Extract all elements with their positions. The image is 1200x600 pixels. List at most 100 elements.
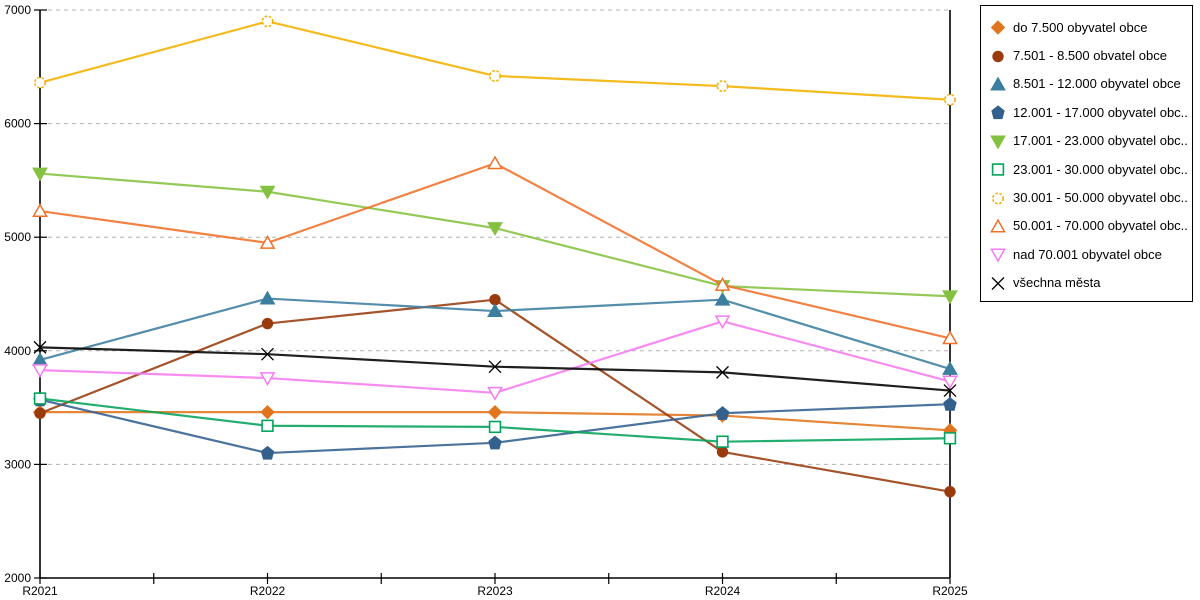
series-marker-triangle-up [942, 330, 958, 345]
series-marker-triangle-up [487, 155, 503, 170]
series-marker-triangle-down [32, 167, 48, 182]
series-marker-diamond [260, 404, 275, 420]
series-marker-pentagon [715, 406, 730, 420]
legend-item: 17.001 - 23.000 obyvatel obc... [990, 127, 1188, 155]
series-line-8 [39, 320, 951, 394]
series-marker-triangle-up [990, 218, 1006, 233]
series-marker-circle [261, 15, 274, 28]
series-marker-triangle-down [487, 222, 503, 237]
series-markers-5 [33, 392, 957, 448]
legend-item: 30.001 - 50.000 obyvatel obc... [990, 183, 1188, 211]
legend-item-label: 8.501 - 12.000 obyvatel obce [1013, 76, 1181, 92]
series-marker-diamond [990, 20, 1006, 35]
legend-item-label: 50.001 - 70.000 obyvatel obc... [1013, 218, 1188, 234]
legend-item: 7.501 - 8.500 obvatel obce [990, 41, 1188, 69]
legend-item: všechna města [990, 269, 1188, 297]
series-marker-triangle-down [487, 386, 503, 401]
legend-marker-square-icon [991, 163, 1005, 176]
series-marker-triangle-down [714, 315, 731, 330]
series-line-6 [39, 20, 951, 101]
series-markers-7 [32, 155, 958, 345]
series-marker-x [716, 365, 729, 379]
series-line-9 [39, 346, 951, 392]
legend-marker-circle-icon [992, 192, 1004, 205]
x-axis-tick-label: R2025 [932, 584, 968, 598]
series-marker-pentagon [943, 397, 957, 411]
series-marker-triangle-up [714, 276, 731, 291]
legend-marker-x-icon [991, 276, 1005, 290]
series-markers-9 [33, 340, 957, 398]
y-axis-tick-label: 6000 [4, 117, 31, 131]
legend-item-label: 30.001 - 50.000 obyvatel obc... [1013, 190, 1188, 206]
legend-item-label: 23.001 - 30.000 obyvatel obc... [1013, 161, 1188, 177]
x-axis-tick-label: R2021 [22, 584, 58, 598]
y-axis-tick-label: 5000 [4, 230, 31, 244]
series-marker-circle [943, 93, 956, 106]
y-axis-tick-label: 2000 [4, 571, 31, 585]
series-marker-circle [992, 50, 1004, 62]
series-markers-4 [32, 167, 958, 305]
legend-item-label: nad 70.001 obyvatel obce [1013, 246, 1162, 262]
series-marker-circle [716, 446, 729, 458]
x-axis-tick-label: R2022 [250, 584, 286, 598]
series-marker-triangle-down [259, 185, 276, 200]
series-marker-pentagon [991, 105, 1005, 120]
series-marker-square [33, 392, 47, 405]
series-marker-square [488, 420, 502, 434]
y-axis-tick-label: 4000 [4, 344, 31, 358]
legend-item: 23.001 - 30.000 obyvatel obc... [990, 155, 1188, 183]
legend-item-label: 7.501 - 8.500 obvatel obce [1013, 48, 1167, 64]
series-marker-circle [34, 407, 46, 419]
legend-marker-pentagon-icon [991, 105, 1005, 120]
x-axis-tick-label: R2023 [477, 584, 513, 598]
series-marker-x [943, 384, 957, 398]
series-marker-x [488, 360, 502, 374]
series-markers-2 [32, 290, 958, 375]
series-marker-diamond [487, 404, 503, 420]
series-marker-circle [716, 80, 729, 93]
series-marker-triangle-up [942, 361, 958, 375]
series-marker-square [991, 163, 1005, 176]
series-marker-x [261, 347, 274, 361]
series-marker-triangle-down [990, 248, 1006, 263]
series-markers-6 [33, 15, 956, 106]
series-marker-triangle-down [942, 375, 958, 390]
series-marker-triangle-down [990, 135, 1006, 149]
series-marker-triangle-up [714, 291, 731, 306]
series-markers-8 [32, 315, 958, 401]
series-marker-triangle-up [487, 303, 503, 317]
legend-item-label: do 7.500 obyvatel obce [1013, 19, 1148, 35]
legend-item-label: všechna města [1013, 275, 1101, 291]
series-marker-triangle-up [259, 234, 276, 249]
x-axis-tick-label: R2024 [705, 584, 741, 598]
legend-item: 12.001 - 17.000 obyvatel obc... [990, 98, 1188, 126]
series-marker-x [991, 276, 1005, 290]
series-marker-triangle-down [259, 372, 276, 386]
series-markers-1 [34, 293, 956, 498]
y-axis-tick-label: 7000 [4, 3, 31, 17]
legend-item-label: 17.001 - 23.000 obyvatel obc... [1013, 133, 1188, 149]
series-marker-square [261, 419, 274, 432]
legend-marker-diamond-icon [990, 20, 1006, 35]
series-marker-x [33, 340, 47, 354]
y-axis-tick-label: 3000 [4, 457, 31, 471]
series-marker-circle [992, 192, 1004, 205]
legend-item: 8.501 - 12.000 obyvatel obce [990, 70, 1188, 98]
series-marker-triangle-up [990, 76, 1006, 91]
legend-item: 50.001 - 70.000 obyvatel obc... [990, 212, 1188, 240]
series-marker-square [943, 432, 957, 445]
series-marker-triangle-down [32, 364, 48, 379]
series-marker-pentagon [260, 445, 275, 460]
series-marker-triangle-down [942, 290, 958, 305]
legend: do 7.500 obyvatel obce 7.501 - 8.500 obva… [980, 5, 1193, 302]
legend-marker-triangle-up-icon [990, 76, 1006, 91]
legend-marker-circle-icon [992, 50, 1004, 62]
series-marker-square [716, 435, 729, 448]
legend-marker-triangle-up-icon [990, 218, 1006, 233]
series-marker-circle [33, 76, 46, 89]
series-marker-circle [261, 317, 274, 330]
series-marker-pentagon [488, 435, 502, 450]
series-marker-triangle-up [32, 203, 48, 218]
